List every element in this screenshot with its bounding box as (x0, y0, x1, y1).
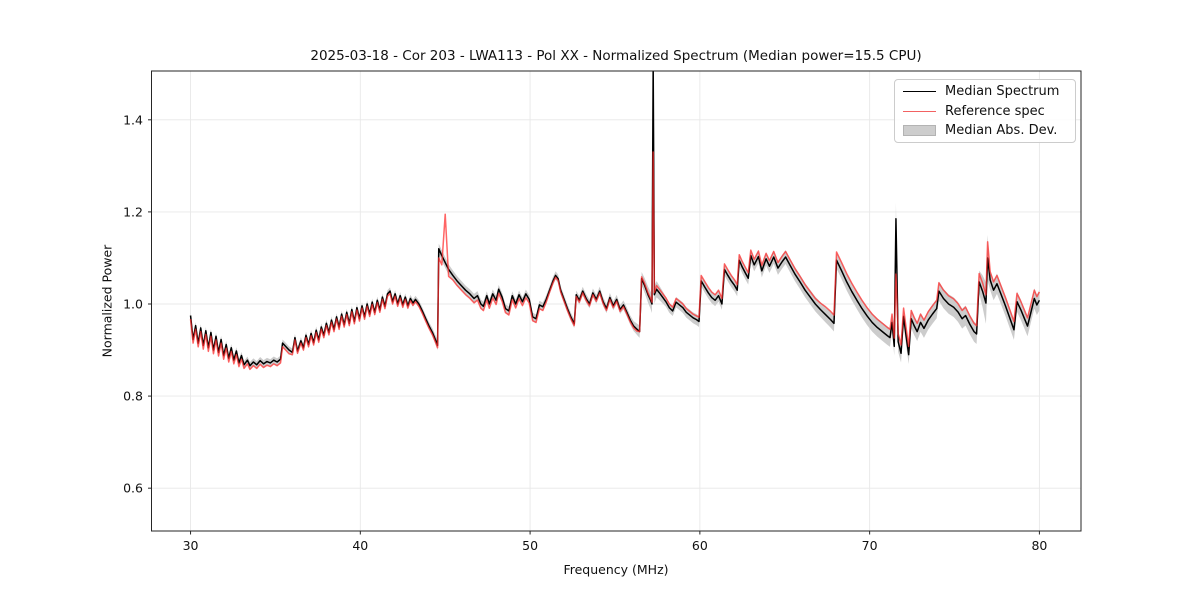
median-spectrum-line-swatch (903, 91, 936, 93)
x-axis-label: Frequency (MHz) (563, 562, 669, 577)
y-tick-label: 0.6 (123, 480, 143, 496)
x-tick-label: 30 (182, 538, 199, 553)
x-tick-label: 80 (1031, 538, 1048, 553)
legend-entry-median-spectrum: Median Spectrum (903, 82, 1069, 101)
reference-spec-line (189, 151, 1041, 371)
y-axis-label: Normalized Power (99, 244, 115, 358)
x-tick-label: 60 (691, 538, 708, 553)
y-tick-label: 0.8 (123, 388, 143, 404)
axes-frame (151, 70, 1082, 532)
legend: Median Spectrum Reference spec Median Ab… (894, 79, 1076, 143)
legend-label-median-spectrum: Median Spectrum (945, 84, 1060, 100)
reference-spec-line-swatch (903, 110, 936, 112)
y-tick-label: 1.0 (123, 296, 143, 312)
chart-title: 2025-03-18 - Cor 203 - LWA113 - Pol XX -… (310, 48, 922, 64)
legend-entry-median-abs-dev: Median Abs. Dev. (903, 121, 1069, 140)
legend-label-reference-spec: Reference spec (945, 103, 1045, 119)
x-tick-label: 40 (352, 538, 369, 553)
y-tick-label: 1.4 (123, 112, 143, 128)
x-tick-label: 50 (522, 538, 539, 553)
legend-label-median-abs-dev: Median Abs. Dev. (945, 122, 1058, 138)
x-tick-label: 70 (861, 538, 878, 553)
y-tick-label: 1.2 (123, 204, 143, 220)
legend-entry-reference-spec: Reference spec (903, 102, 1069, 121)
median-abs-dev-patch-swatch (903, 124, 936, 136)
